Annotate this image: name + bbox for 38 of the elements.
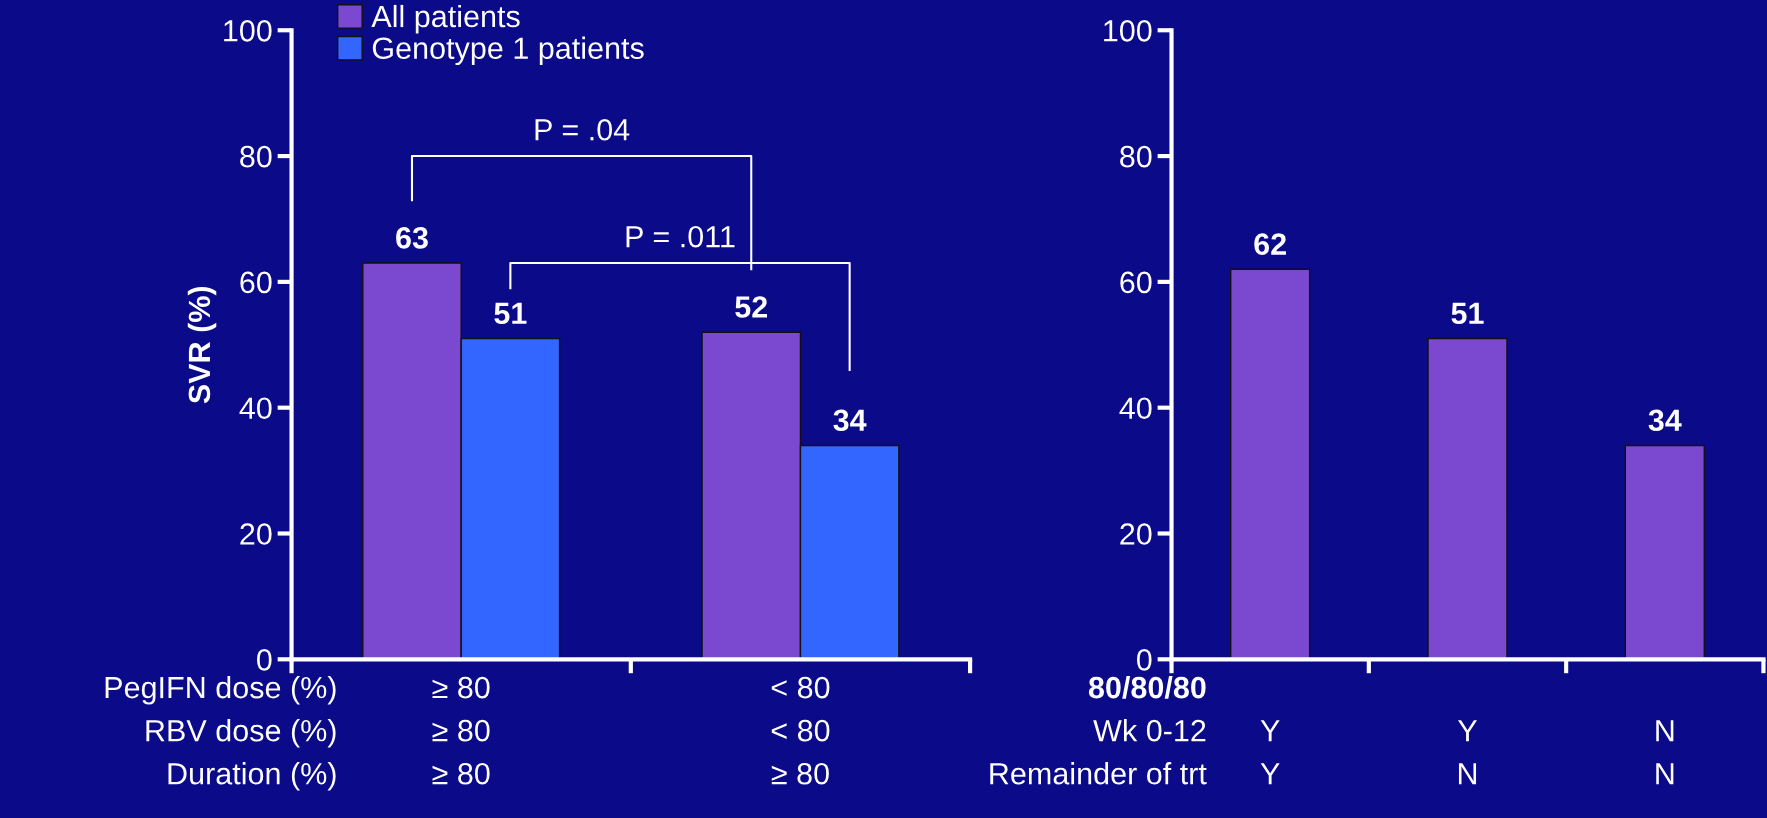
y-tick-label: 80 xyxy=(1120,145,1152,168)
text: Wk 0-12 xyxy=(1093,719,1206,742)
y-tick-label: 20 xyxy=(1120,523,1152,545)
y-tick-label: 80 xyxy=(240,145,272,168)
data-label: 51 xyxy=(1451,302,1484,325)
x-tick-label: Y N xyxy=(1457,720,1478,785)
y-tick-label: 40 xyxy=(239,397,272,420)
data-label: 34 xyxy=(1648,409,1682,432)
y-tick-label: 20 xyxy=(240,523,272,545)
annotation: P = .011 xyxy=(626,225,735,248)
bar xyxy=(1427,337,1508,660)
data-label: 62 xyxy=(1254,233,1286,255)
y-tick-label: 40 xyxy=(1119,397,1152,420)
y-tick-label: 0 xyxy=(257,649,272,671)
text: RBV dose (%) xyxy=(146,719,336,748)
x-tick-label: Y Y xyxy=(1260,720,1280,785)
y-axis-title: SVR (%) xyxy=(187,286,217,404)
y-tick-label: 100 xyxy=(1104,20,1152,42)
x-tick-label: ≥ 80 ≥ 80 ≥ 80 xyxy=(432,676,490,785)
data-label: 51 xyxy=(494,302,527,325)
x-tick-label: < 80 < 80 ≥ 80 xyxy=(771,676,830,785)
bar xyxy=(1230,268,1311,660)
bar xyxy=(1624,444,1705,660)
legend-label: All patients xyxy=(371,4,520,34)
legend-label: Genotype 1 patients xyxy=(372,36,644,66)
y-tick-label: 60 xyxy=(240,271,272,294)
y-tick-label: 60 xyxy=(1120,271,1152,294)
text: Duration (%) xyxy=(168,762,336,791)
data-label: 63 xyxy=(396,227,428,249)
text: PegIFN dose (%) xyxy=(105,675,336,705)
x-tick-label: N N xyxy=(1656,720,1674,785)
annotation: P = .04 xyxy=(535,118,630,141)
text: Remainder of trt xyxy=(990,762,1207,785)
data-label: 34 xyxy=(833,409,867,432)
text: 80/80/80 xyxy=(1088,675,1206,699)
data-label: 52 xyxy=(735,296,768,318)
y-tick-label: 0 xyxy=(1136,649,1152,671)
y-tick-label: 100 xyxy=(224,20,272,42)
